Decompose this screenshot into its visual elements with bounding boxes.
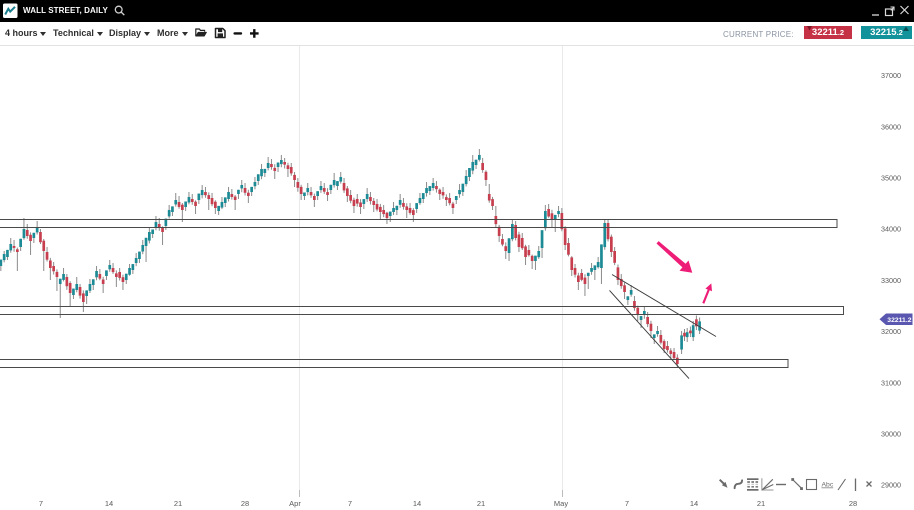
- svg-text:29000: 29000: [881, 481, 901, 490]
- svg-text:36000: 36000: [881, 122, 901, 131]
- svg-text:31000: 31000: [881, 378, 901, 387]
- svg-text:14: 14: [690, 499, 698, 508]
- svg-text:21: 21: [174, 499, 182, 508]
- svg-text:30000: 30000: [881, 430, 901, 439]
- svg-text:32211.2: 32211.2: [887, 317, 911, 324]
- svg-text:21: 21: [757, 499, 765, 508]
- svg-text:May: May: [554, 499, 568, 508]
- svg-text:7: 7: [625, 499, 629, 508]
- svg-text:Abc: Abc: [822, 482, 834, 489]
- svg-text:34000: 34000: [881, 225, 901, 234]
- svg-text:35000: 35000: [881, 174, 901, 183]
- svg-text:7: 7: [39, 499, 43, 508]
- svg-text:33000: 33000: [881, 276, 901, 285]
- svg-text:28: 28: [849, 499, 857, 508]
- svg-text:14: 14: [105, 499, 113, 508]
- svg-text:Apr: Apr: [289, 499, 301, 508]
- svg-text:7: 7: [348, 499, 352, 508]
- svg-text:37000: 37000: [881, 71, 901, 80]
- svg-text:32000: 32000: [881, 327, 901, 336]
- svg-text:28: 28: [241, 499, 249, 508]
- svg-text:21: 21: [477, 499, 485, 508]
- svg-text:14: 14: [413, 499, 421, 508]
